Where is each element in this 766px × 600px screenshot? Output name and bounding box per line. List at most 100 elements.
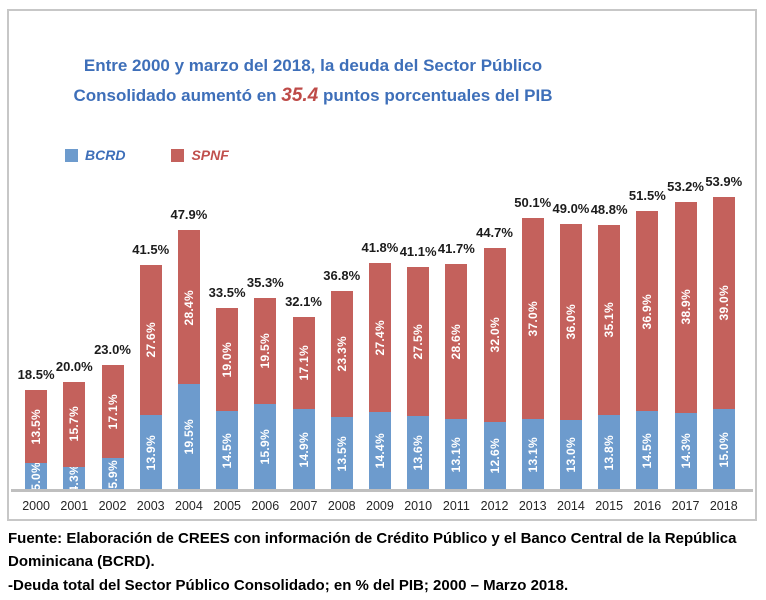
stacked-bar: 39.0% 15.0%	[712, 197, 735, 490]
bar-column: 18.5% 13.5% 5.0%	[17, 367, 55, 490]
segment-label: 14.4%	[372, 433, 387, 469]
segment-label: 13.1%	[449, 436, 464, 473]
segment-spnf: 35.1%	[598, 224, 621, 416]
stacked-bar: 27.5% 13.6%	[407, 267, 430, 490]
segment-label: 14.3%	[678, 433, 693, 470]
stacked-bar: 35.1% 13.8%	[598, 224, 621, 490]
legend-item-spnf: SPNF	[171, 147, 229, 163]
x-tick-label: 2011	[442, 499, 470, 513]
segment-spnf: 19.5%	[254, 298, 277, 404]
segment-label: 36.9%	[640, 293, 655, 330]
segment-spnf: 39.0%	[712, 197, 735, 409]
chart-container: Entre 2000 y marzo del 2018, la deuda de…	[7, 9, 757, 521]
stacked-bar: 38.9% 14.3%	[674, 201, 697, 490]
segment-bcrd: 14.4%	[368, 411, 391, 490]
x-tick-label: 2013	[518, 499, 547, 513]
chart-title-line2-suffix: puntos porcentuales del PIB	[318, 86, 553, 105]
x-tick-label: 2002	[98, 499, 127, 513]
stacked-bar: 37.0% 13.1%	[521, 218, 544, 490]
spnf-swatch-icon	[171, 148, 185, 162]
total-label: 49.0%	[552, 201, 590, 217]
stacked-bar: 23.3% 13.5%	[330, 290, 353, 490]
chart-title: Entre 2000 y marzo del 2018, la deuda de…	[13, 51, 613, 111]
segment-bcrd: 5.9%	[101, 458, 124, 490]
segment-spnf: 37.0%	[521, 218, 544, 419]
x-tick-label: 2014	[557, 499, 585, 513]
segment-label: 15.9%	[258, 429, 273, 465]
bar-column: 32.1% 17.1% 14.9%	[284, 294, 322, 490]
segment-bcrd: 15.0%	[712, 408, 735, 490]
x-tick-label: 2004	[175, 499, 203, 513]
total-label: 36.8%	[323, 267, 361, 283]
chart-title-line2-prefix: Consolidado aumentó en	[73, 86, 282, 105]
segment-spnf: 36.0%	[559, 224, 582, 420]
x-tick-label: 2010	[404, 499, 433, 513]
total-label: 51.5%	[628, 188, 666, 204]
bar-column: 47.9% 28.4% 19.5%	[170, 207, 208, 490]
bar-column: 23.0% 17.1% 5.9%	[93, 342, 131, 490]
segment-spnf: 17.1%	[101, 365, 124, 459]
bar-column: 48.8% 35.1% 13.8%	[590, 202, 628, 490]
segment-label: 14.9%	[296, 431, 311, 468]
total-label: 35.3%	[246, 275, 284, 291]
segment-bcrd: 13.1%	[445, 419, 468, 490]
bar-column: 44.7% 32.0% 12.6%	[475, 225, 513, 490]
total-label: 32.1%	[285, 293, 322, 309]
segment-bcrd: 13.5%	[330, 416, 353, 490]
x-tick-label: 2007	[289, 499, 318, 513]
stacked-bar: 32.0% 12.6%	[483, 248, 506, 490]
bar-column: 36.8% 23.3% 13.5%	[323, 268, 361, 490]
bar-column: 49.0% 36.0% 13.0%	[552, 201, 590, 490]
stacked-bar: 28.4% 19.5%	[177, 230, 200, 490]
bar-column: 41.1% 27.5% 13.6%	[399, 244, 437, 490]
total-label: 18.5%	[17, 366, 55, 382]
segment-label: 15.7%	[67, 406, 82, 442]
segment-label: 14.5%	[220, 432, 235, 469]
segment-bcrd: 14.5%	[636, 411, 659, 490]
total-label: 33.5%	[208, 285, 246, 301]
stacked-bar: 36.9% 14.5%	[636, 211, 659, 490]
segment-label: 23.3%	[334, 335, 349, 372]
x-tick-label: 2001	[60, 499, 89, 513]
segment-spnf: 15.7%	[63, 381, 86, 467]
segment-bcrd: 13.0%	[559, 419, 582, 490]
x-tick-label: 2006	[251, 499, 280, 513]
bar-column: 53.2% 38.9% 14.3%	[666, 179, 704, 490]
plot-area: 18.5% 13.5% 5.0% 20.0% 15.7% 4.3% 23.0% 17.1% 5.…	[17, 161, 743, 490]
segment-bcrd: 13.9%	[139, 414, 162, 490]
legend-item-bcrd: BCRD	[65, 147, 125, 163]
legend: BCRD SPNF	[65, 147, 229, 163]
segment-spnf: 27.5%	[407, 267, 430, 417]
segment-bcrd: 14.3%	[674, 412, 697, 490]
source-note: Fuente: Elaboración de CREES con informa…	[8, 527, 753, 597]
total-label: 20.0%	[55, 358, 93, 374]
segment-bcrd: 5.0%	[25, 462, 48, 490]
stacked-bar: 15.7% 4.3%	[63, 381, 86, 490]
segment-label: 14.5%	[640, 432, 655, 469]
source-note-line2: -Deuda total del Sector Público Consolid…	[8, 576, 569, 594]
x-tick-label: 2012	[480, 499, 509, 513]
bcrd-swatch-icon	[65, 148, 78, 162]
segment-label: 27.6%	[143, 322, 158, 358]
segment-label: 28.6%	[449, 323, 464, 360]
bar-column: 20.0% 15.7% 4.3%	[55, 359, 93, 490]
total-label: 48.8%	[590, 201, 628, 217]
stacked-bar: 27.4% 14.4%	[368, 263, 391, 490]
segment-label: 13.9%	[143, 434, 158, 471]
stacked-bar: 19.0% 14.5%	[216, 308, 239, 490]
bar-column: 50.1% 37.0% 13.1%	[514, 195, 552, 490]
segment-bcrd: 15.9%	[254, 403, 277, 490]
segment-label: 5.0%	[29, 462, 44, 490]
total-label: 53.9%	[705, 174, 743, 190]
legend-label-bcrd: BCRD	[85, 147, 126, 163]
segment-spnf: 27.6%	[139, 265, 162, 415]
segment-label: 27.5%	[411, 324, 426, 360]
legend-label-spnf: SPNF	[191, 147, 229, 163]
segment-label: 15.0%	[716, 431, 731, 468]
segment-spnf: 23.3%	[330, 290, 353, 417]
total-label: 47.9%	[170, 207, 208, 223]
segment-label: 36.0%	[563, 304, 578, 340]
source-note-line1: Fuente: Elaboración de CREES con informa…	[8, 530, 737, 571]
segment-bcrd: 13.6%	[407, 416, 430, 490]
bar-column: 35.3% 19.5% 15.9%	[246, 275, 284, 490]
